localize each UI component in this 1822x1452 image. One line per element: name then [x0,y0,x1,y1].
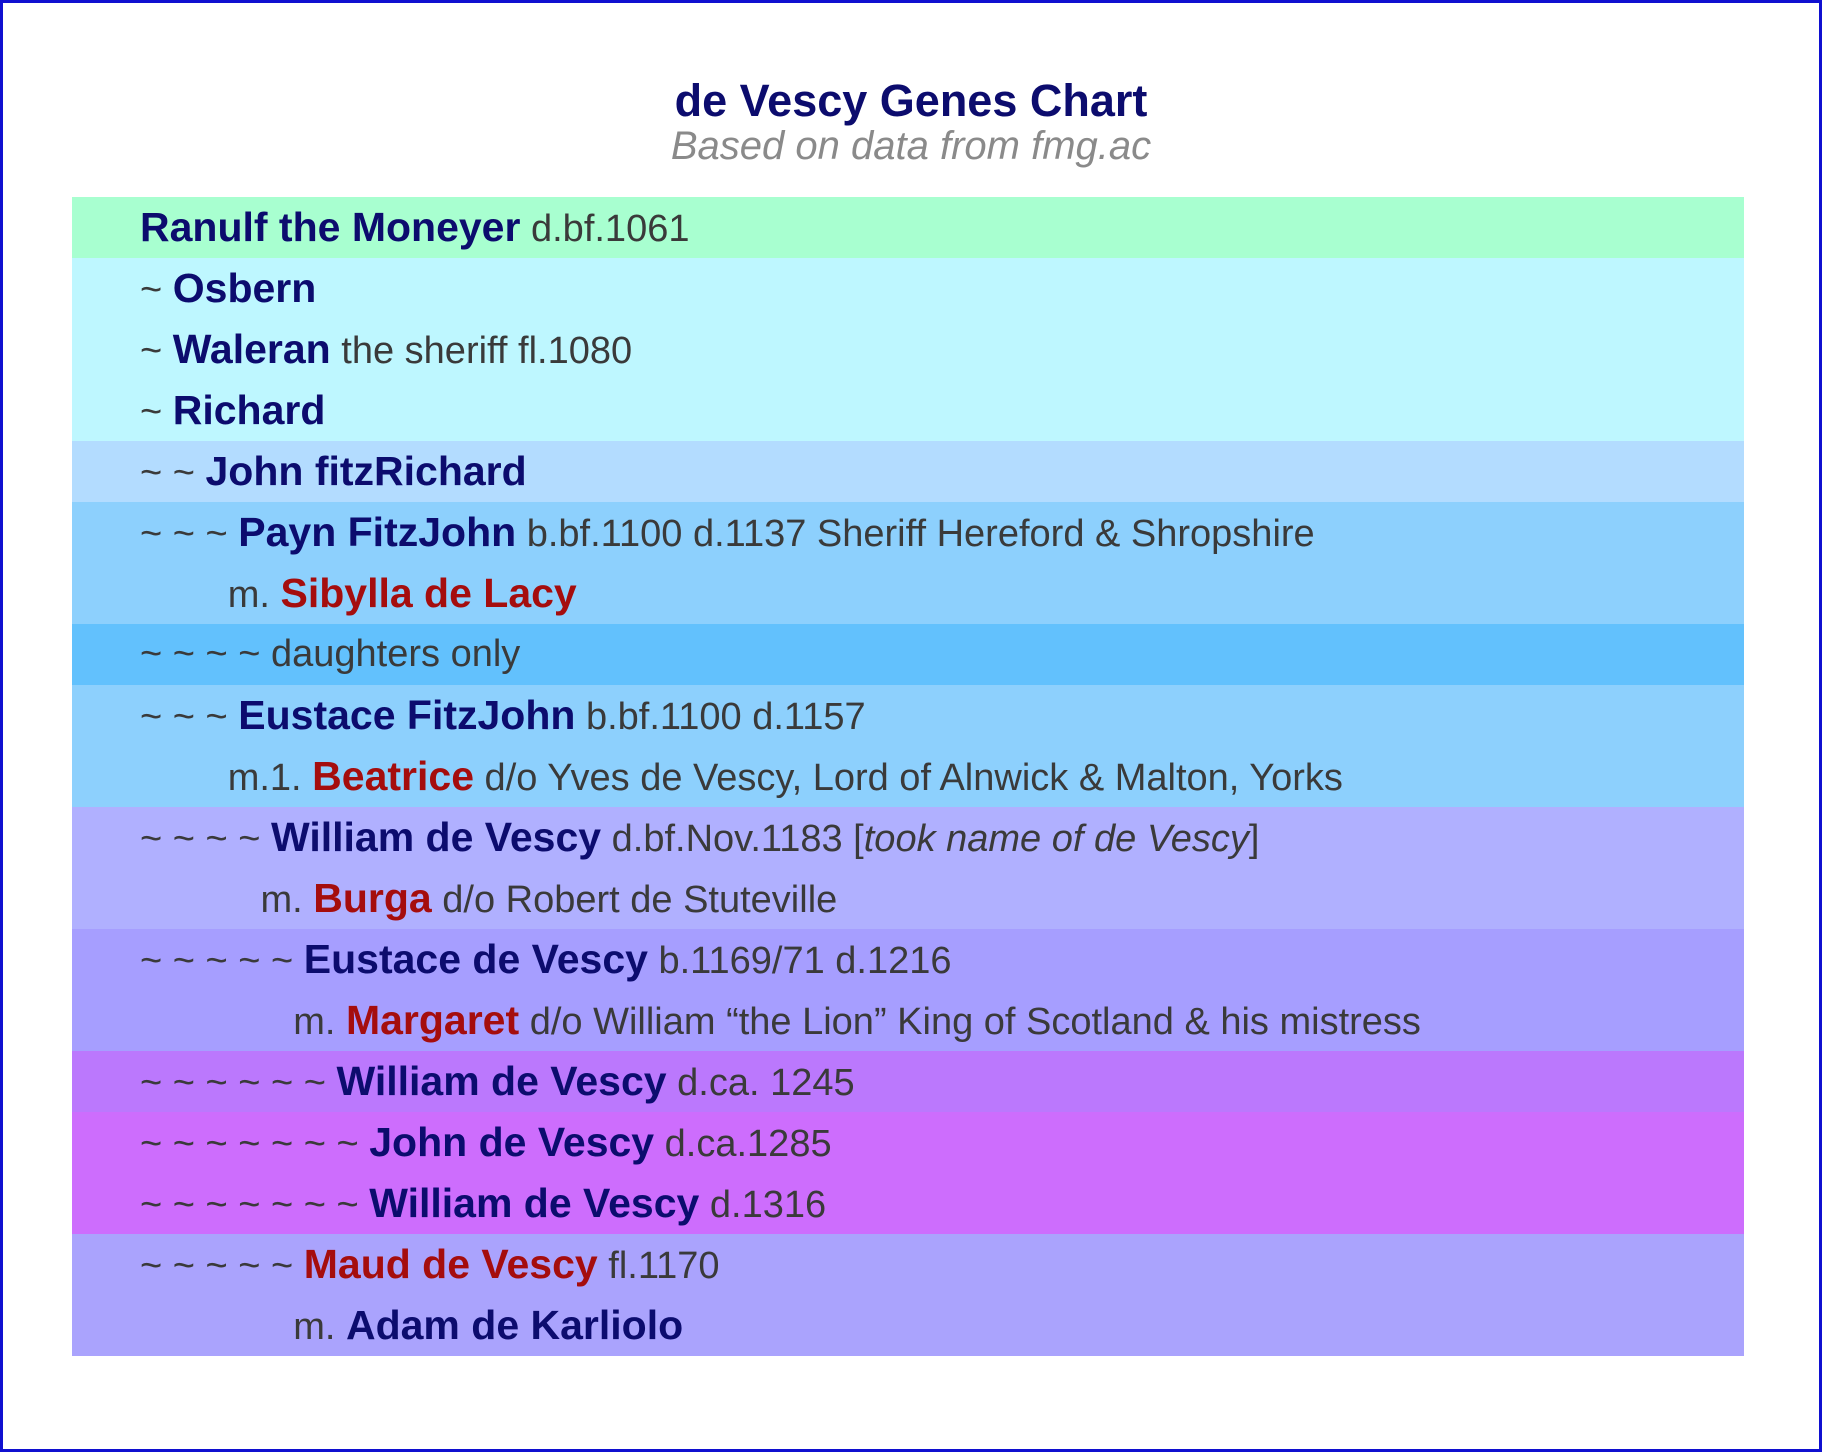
person-line: ~ Waleran the sheriff fl.1080 [72,319,1744,380]
marriage-line: m. Margaret d/o William “the Lion” King … [72,990,1744,1051]
person-note: ] [1248,818,1260,860]
person-line: ~ Richard [72,380,1744,441]
generation-marker: ~ ~ ~ ~ [140,818,271,860]
marriage-line: m.1. Beatrice d/o Yves de Vescy, Lord of… [72,746,1744,807]
generation-band: ~ Osbern ~ Waleran the sheriff fl.1080 ~ R… [72,258,1744,441]
person-name: Payn FitzJohn [238,509,517,555]
person-name: Waleran [172,326,331,372]
spouse-name: Margaret [345,997,520,1043]
chart-subtitle: Based on data from fmg.ac [670,124,1152,168]
person-note: b.bf.1100 d.1137 Sheriff Hereford & Shro… [516,513,1315,555]
chart-title: de Vescy Genes Chart [674,75,1148,126]
generation-marker: ~ ~ ~ ~ ~ ~ ~ [140,1123,370,1165]
marriage-line: m. Sibylla de Lacy [72,563,1744,624]
person-line: ~ ~ ~ ~ ~ Eustace de Vescy b.1169/71 d.1… [72,929,1744,990]
generation-band: ~ ~ John fitzRichard [72,441,1744,502]
person-note: b.bf.1100 d.1157 [575,696,866,738]
marriage-prefix: m.1. [227,757,313,799]
generation-marker: ~ [140,269,173,311]
marriage-prefix: m. [293,1306,346,1348]
marriage-line: m. Adam de Karliolo [72,1295,1744,1356]
person-name: Eustace FitzJohn [238,692,576,738]
person-note-italic: took name of de Vescy [863,818,1249,860]
person-note: fl.1170 [597,1245,720,1287]
person-note: d.1316 [699,1184,827,1226]
generation-marker: ~ ~ ~ ~ ~ ~ ~ [140,1184,370,1226]
person-line: ~ ~ ~ ~ ~ Maud de Vescy fl.1170 [72,1234,1744,1295]
generation-marker: ~ ~ ~ ~ [140,633,271,675]
person-note: d/o William “the Lion” King of Scotland … [519,1001,1421,1043]
person-note: d/o Yves de Vescy, Lord of Alnwick & Mal… [474,757,1343,799]
person-note: the sheriff fl.1080 [330,330,633,372]
person-note: d.bf.Nov.1183 [ [601,818,864,860]
generation-marker: ~ ~ ~ ~ ~ [140,1245,304,1287]
generation-marker: ~ [140,391,173,433]
person-note: d.ca. 1245 [666,1062,855,1104]
person-name: Maud de Vescy [303,1241,598,1287]
marriage-prefix: m. [293,1001,346,1043]
person-line: ~ ~ ~ ~ William de Vescy d.bf.Nov.1183 [… [72,807,1744,868]
generation-band: ~ ~ ~ Eustace FitzJohn b.bf.1100 d.1157 m… [72,685,1744,807]
generation-band: Ranulf the Moneyer d.bf.1061 [72,197,1744,258]
person-line: ~ ~ ~ ~ ~ ~ ~ John de Vescy d.ca.1285 [72,1112,1744,1173]
person-line: ~ ~ John fitzRichard [72,441,1744,502]
person-line: ~ ~ ~ Eustace FitzJohn b.bf.1100 d.1157 [72,685,1744,746]
generation-marker: ~ ~ ~ ~ ~ ~ [140,1062,337,1104]
person-name: John fitzRichard [205,448,527,494]
generation-band: ~ ~ ~ ~ William de Vescy d.bf.Nov.1183 [… [72,807,1744,929]
generation-marker: ~ ~ [140,452,206,494]
generation-band: ~ ~ ~ ~ ~ Maud de Vescy fl.1170 m. Adam d… [72,1234,1744,1356]
person-name: William de Vescy [271,814,602,860]
person-note: d.bf.1061 [520,208,690,250]
person-note: d/o Robert de Stuteville [431,879,838,921]
generation-band: ~ ~ ~ Payn FitzJohn b.bf.1100 d.1137 She… [72,502,1744,624]
person-line: ~ ~ ~ ~ ~ ~ ~ William de Vescy d.1316 [72,1173,1744,1234]
genealogy-rows: Ranulf the Moneyer d.bf.1061 ~ Osbern ~ Wa… [72,197,1744,1356]
generation-marker: ~ [140,330,173,372]
generation-band: ~ ~ ~ ~ ~ ~ ~ John de Vescy d.ca.1285 ~ ~… [72,1112,1744,1234]
spouse-name: Adam de Karliolo [345,1302,684,1348]
person-line: ~ ~ ~ Payn FitzJohn b.bf.1100 d.1137 She… [72,502,1744,563]
person-name: Richard [172,387,326,433]
marriage-line: m. Burga d/o Robert de Stuteville [72,868,1744,929]
spouse-name: Burga [313,875,432,921]
person-name: John de Vescy [369,1119,655,1165]
person-name: Osbern [172,265,317,311]
person-line: ~ Osbern [72,258,1744,319]
marriage-prefix: m. [227,574,281,616]
person-note: d.ca.1285 [654,1123,832,1165]
person-name: Ranulf the Moneyer [140,204,521,250]
generation-marker: ~ ~ ~ ~ ~ [140,940,304,982]
person-note: daughters only [271,633,521,675]
person-name: William de Vescy [369,1180,700,1226]
generation-band: ~ ~ ~ ~ daughters only [72,624,1744,685]
person-line: ~ ~ ~ ~ ~ ~ William de Vescy d.ca. 1245 [72,1051,1744,1112]
person-name: William de Vescy [336,1058,667,1104]
spouse-name: Beatrice [312,753,474,799]
person-line: ~ ~ ~ ~ daughters only [72,624,1744,685]
person-line: Ranulf the Moneyer d.bf.1061 [72,197,1744,258]
generation-marker: ~ ~ ~ [140,696,239,738]
generation-marker: ~ ~ ~ [140,513,239,555]
spouse-name: Sibylla de Lacy [280,570,577,616]
person-name: Eustace de Vescy [303,936,648,982]
person-note: b.1169/71 d.1216 [647,940,952,982]
generation-band: ~ ~ ~ ~ ~ Eustace de Vescy b.1169/71 d.1… [72,929,1744,1051]
generation-band: ~ ~ ~ ~ ~ ~ William de Vescy d.ca. 1245 [72,1051,1744,1112]
marriage-prefix: m. [260,879,314,921]
